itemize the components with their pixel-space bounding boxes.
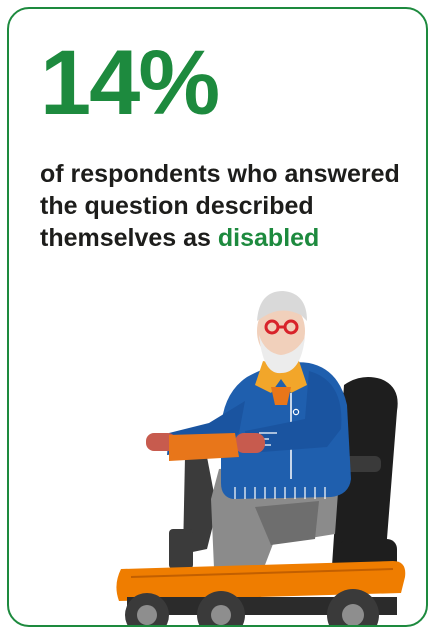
description-highlight: disabled	[217, 223, 320, 252]
head-icon	[257, 291, 307, 374]
description-text: of respondents who answered the question…	[40, 160, 400, 252]
scooter-tiller-icon	[169, 457, 217, 569]
hands-icon	[146, 433, 265, 461]
scooter-base-icon	[116, 561, 406, 615]
mobility-scooter-illustration	[116, 291, 406, 625]
stat-description: of respondents who answered the question…	[40, 159, 410, 254]
stat-value: 14%	[40, 32, 220, 134]
stat-card: 14% of respondents who answered the ques…	[7, 7, 428, 627]
